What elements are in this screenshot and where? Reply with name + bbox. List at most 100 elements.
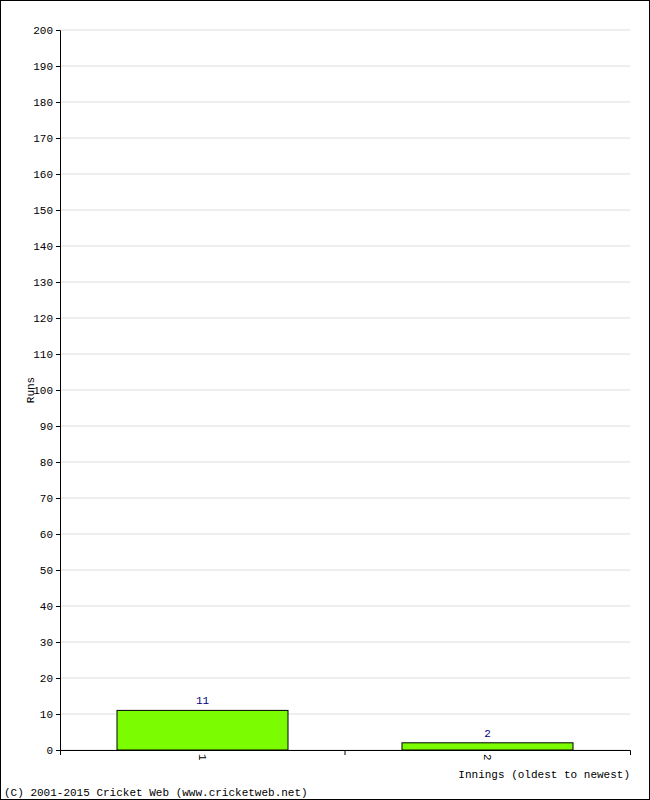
y-tick-label: 120 <box>33 313 53 325</box>
y-tick-mark <box>56 678 60 679</box>
y-tick-mark <box>56 570 60 571</box>
grid-line <box>60 66 630 67</box>
y-tick: 60 <box>40 529 60 541</box>
y-tick: 90 <box>40 421 60 433</box>
y-tick-mark <box>56 606 60 607</box>
y-tick-mark <box>56 66 60 67</box>
y-tick: 20 <box>40 673 60 685</box>
data-label: 11 <box>196 695 210 707</box>
x-tick-label: 2 <box>481 754 493 761</box>
y-tick-mark <box>56 318 60 319</box>
y-tick-mark <box>56 534 60 535</box>
y-tick-label: 60 <box>40 529 53 541</box>
y-tick-label: 40 <box>40 601 53 613</box>
y-tick: 40 <box>40 601 60 613</box>
grid-line <box>60 498 630 499</box>
y-tick: 160 <box>33 169 60 181</box>
grid-line <box>60 642 630 643</box>
grid-line <box>60 606 630 607</box>
y-tick-label: 150 <box>33 205 53 217</box>
y-tick: 50 <box>40 565 60 577</box>
y-axis-title: Runs <box>25 377 37 403</box>
y-tick-label: 10 <box>40 709 53 721</box>
y-tick: 70 <box>40 493 60 505</box>
y-tick-label: 190 <box>33 61 53 73</box>
grid-line <box>60 210 630 211</box>
bar <box>117 710 288 750</box>
x-axis-title: Innings (oldest to newest) <box>458 769 630 781</box>
grid-line <box>60 174 630 175</box>
y-tick-mark <box>56 750 60 751</box>
data-label: 2 <box>484 728 491 740</box>
grid-line <box>60 534 630 535</box>
y-tick-label: 130 <box>33 277 53 289</box>
y-tick: 110 <box>33 349 60 361</box>
y-tick-label: 180 <box>33 97 53 109</box>
grid-line <box>60 390 630 391</box>
y-tick-mark <box>56 282 60 283</box>
grid-line <box>60 354 630 355</box>
y-tick: 80 <box>40 457 60 469</box>
y-tick-mark <box>56 642 60 643</box>
category-divider <box>345 750 346 755</box>
y-tick-label: 70 <box>40 493 53 505</box>
y-tick: 140 <box>33 241 60 253</box>
data-labels: 11 2 <box>196 695 491 739</box>
grid-line <box>60 318 630 319</box>
grid-line <box>60 102 630 103</box>
y-tick: 120 <box>33 313 60 325</box>
plot: 0 10 20 30 40 50 60 70 80 90 100 110 120 130 140 150 160… <box>33 25 630 761</box>
y-tick-label: 80 <box>40 457 53 469</box>
annotation: (C) 2001-2015 Cricket Web (www.cricketwe… <box>4 787 308 799</box>
y-tick-label: 140 <box>33 241 53 253</box>
y-axis: 0 10 20 30 40 50 60 70 80 90 100 110 120 130 140 150 160… <box>33 25 60 757</box>
y-tick-label: 30 <box>40 637 53 649</box>
y-tick-mark <box>56 30 60 31</box>
category-dividers <box>345 750 346 755</box>
y-tick-mark <box>56 498 60 499</box>
y-tick-mark <box>56 174 60 175</box>
bars <box>117 710 573 750</box>
y-tick-mark <box>56 714 60 715</box>
y-tick-mark <box>56 426 60 427</box>
y-tick-label: 50 <box>40 565 53 577</box>
x-tick: 1 <box>196 750 208 761</box>
y-tick-label: 160 <box>33 169 53 181</box>
x-axis: 12 <box>61 750 631 761</box>
chart: 0 10 20 30 40 50 60 70 80 90 100 110 120 130 140 150 160… <box>0 0 650 800</box>
y-tick-mark <box>56 210 60 211</box>
y-tick: 180 <box>33 97 60 109</box>
grid-line <box>60 30 630 31</box>
y-tick-label: 110 <box>33 349 53 361</box>
grid-line <box>60 246 630 247</box>
y-tick-mark <box>56 390 60 391</box>
grid-line <box>60 282 630 283</box>
y-tick-mark <box>56 462 60 463</box>
y-tick: 200 <box>33 25 60 37</box>
grid-line <box>60 570 630 571</box>
y-tick-mark <box>56 246 60 247</box>
y-tick: 130 <box>33 277 60 289</box>
grid-line <box>60 678 630 679</box>
y-tick-mark <box>56 354 60 355</box>
y-tick: 150 <box>33 205 60 217</box>
y-tick-mark <box>56 138 60 139</box>
x-axis-line <box>61 751 631 756</box>
y-tick: 0 <box>46 745 60 757</box>
y-tick-label: 90 <box>40 421 53 433</box>
grid-line <box>60 462 630 463</box>
x-tick: 2 <box>481 750 493 761</box>
frame <box>1 1 650 800</box>
y-tick-label: 20 <box>40 673 53 685</box>
y-tick: 100 <box>33 385 60 397</box>
y-tick-label: 200 <box>33 25 53 37</box>
y-tick-label: 0 <box>46 745 53 757</box>
y-tick: 170 <box>33 133 60 145</box>
grid-line <box>60 426 630 427</box>
x-tick-label: 1 <box>196 754 208 761</box>
y-tick: 10 <box>40 709 60 721</box>
y-axis-line <box>56 31 61 751</box>
y-tick: 30 <box>40 637 60 649</box>
grid <box>60 30 630 750</box>
bar <box>402 743 573 750</box>
